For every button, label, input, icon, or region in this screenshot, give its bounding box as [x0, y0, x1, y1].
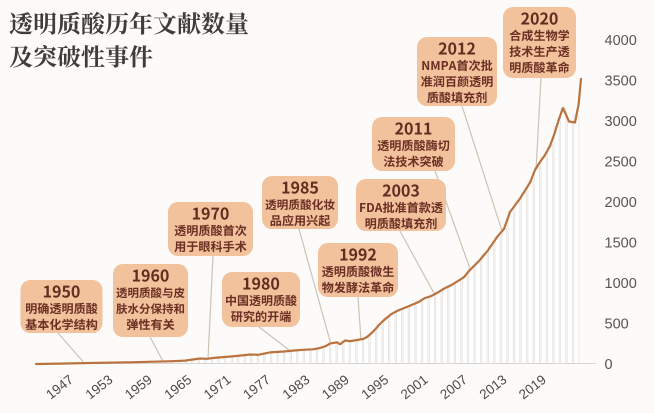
svg-text:500: 500	[605, 316, 629, 332]
svg-text:3500: 3500	[605, 73, 637, 89]
svg-text:3000: 3000	[605, 114, 637, 130]
svg-text:1500: 1500	[605, 235, 637, 251]
svg-text:4000: 4000	[605, 33, 637, 49]
svg-text:0: 0	[605, 357, 613, 373]
svg-text:1000: 1000	[605, 276, 637, 292]
svg-text:2000: 2000	[605, 195, 637, 211]
svg-text:2500: 2500	[605, 154, 637, 170]
